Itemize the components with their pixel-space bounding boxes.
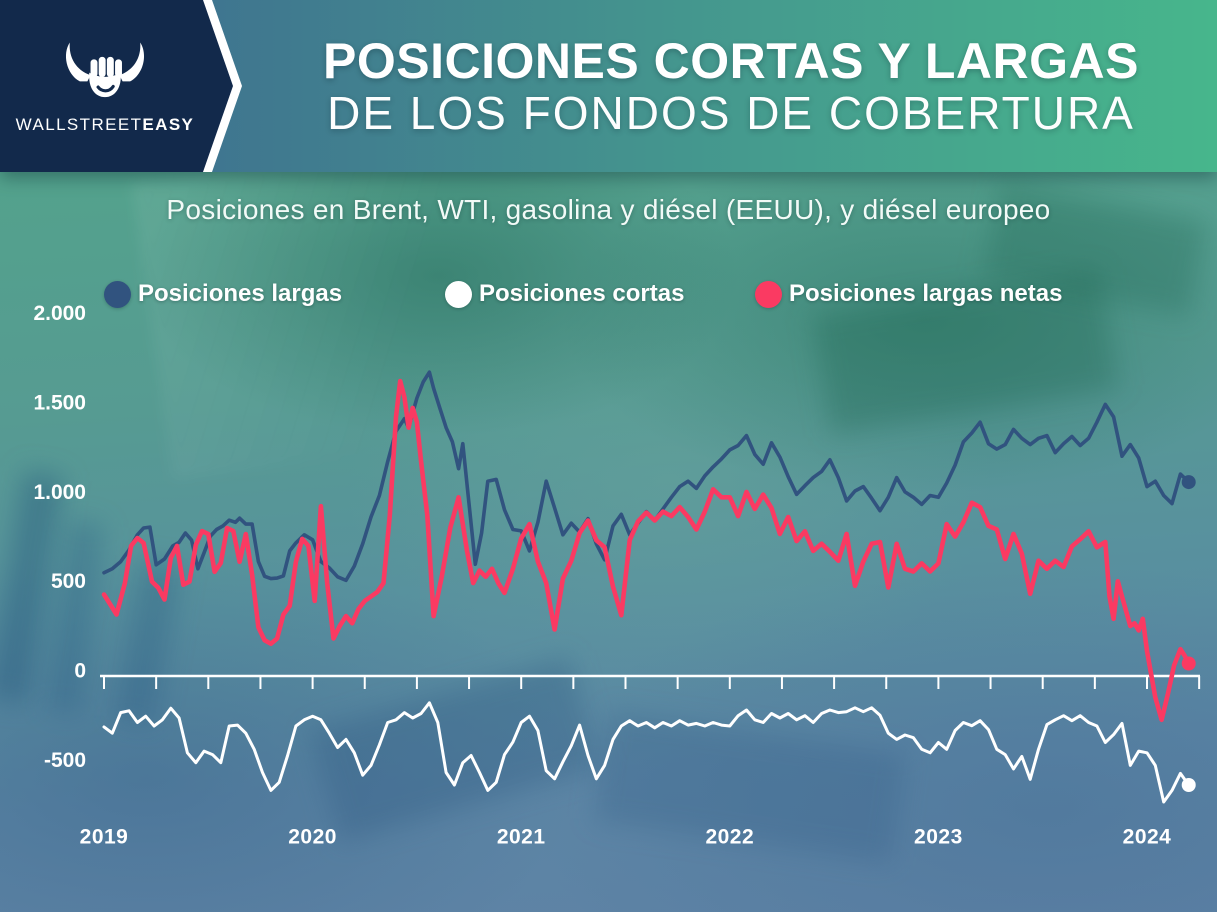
y-axis-label: 1.500: [33, 391, 86, 414]
bull-fist-icon: [65, 42, 145, 98]
legend-item-largas-netas: Posiciones largas netas: [755, 279, 1062, 309]
series-end-dot-posiciones-cortas: [1181, 778, 1196, 793]
legend-item-cortas: Posiciones cortas: [445, 279, 684, 309]
header: WALLSTREETEASY POSICIONES CORTAS Y LARGA…: [0, 0, 1217, 172]
brand-name: WALLSTREETEASY: [16, 115, 195, 135]
x-axis-label: 2024: [1123, 826, 1172, 849]
brand-name-bold: EASY: [142, 115, 195, 134]
legend-label: Posiciones largas: [138, 280, 343, 307]
x-axis-label: 2023: [914, 826, 963, 849]
title-line-2: DE LOS FONDOS DE COBERTURA: [327, 87, 1135, 139]
legend-label: Posiciones largas netas: [789, 280, 1063, 307]
y-axis-label: 0: [74, 660, 86, 683]
series-line-posiciones-largas: [102, 370, 1191, 583]
positions-line-chart: 2.000 1.500 1.000 500 0 -500 2019 2020 2021 2022 2…: [33, 302, 1201, 849]
legend-label: Posiciones cortas: [479, 280, 685, 307]
chart-subtitle: Posiciones en Brent, WTI, gasolina y dié…: [166, 194, 1051, 225]
page-title: POSICIONES CORTAS Y LARGAS DE LOS FONDOS…: [245, 0, 1217, 172]
y-axis-label: 500: [51, 570, 86, 593]
x-axis-label: 2020: [288, 826, 337, 849]
chart-area: Posiciones en Brent, WTI, gasolina y dié…: [0, 172, 1217, 912]
legend-swatch: [445, 280, 472, 308]
y-axis-label: 2.000: [33, 302, 86, 325]
x-axis-label: 2019: [80, 826, 129, 849]
brand-panel: WALLSTREETEASY: [0, 0, 233, 172]
x-axis-label: 2021: [497, 826, 546, 849]
legend-item-largas: Posiciones largas: [104, 279, 342, 309]
title-line-1: POSICIONES CORTAS Y LARGAS: [323, 33, 1139, 89]
y-axis-label: -500: [44, 749, 86, 772]
legend-swatch: [755, 280, 782, 308]
series-line-posiciones-largas-netas: [101, 378, 1191, 723]
legend-swatch: [104, 280, 131, 308]
x-axis-label: 2022: [705, 826, 754, 849]
chart-legend: Posiciones largas Posiciones cortas Posi…: [0, 279, 1217, 309]
y-axis-label: 1.000: [33, 481, 86, 504]
series-end-dot-posiciones-largas: [1181, 475, 1196, 490]
brand-name-regular: WALLSTREET: [15, 115, 143, 134]
series-line-posiciones-cortas: [102, 701, 1191, 804]
series-end-dot-posiciones-largas-netas: [1181, 656, 1196, 671]
